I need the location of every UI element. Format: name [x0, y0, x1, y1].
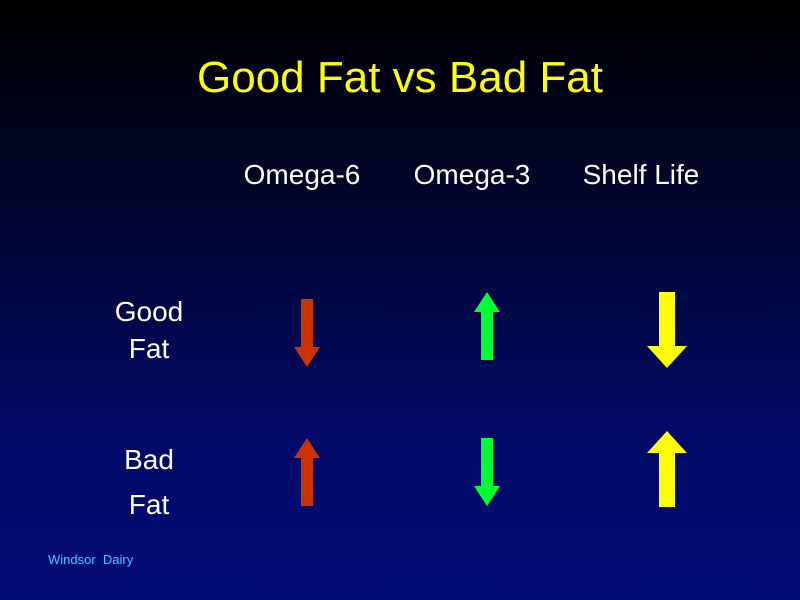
column-header-omega-3: Omega-3 [413, 159, 531, 190]
up-arrow-icon [647, 431, 687, 507]
column-header-shelf-life: Shelf Life [582, 159, 700, 190]
row-label-good: Good [114, 296, 184, 327]
footer-brand: Windsor Dairy [48, 552, 134, 567]
down-arrow-icon [647, 292, 687, 368]
arrow-shape [474, 292, 500, 360]
down-arrow-icon [474, 438, 500, 506]
down-arrow-icon [294, 299, 320, 367]
arrow-shape [647, 431, 687, 507]
arrow-shape [647, 292, 687, 368]
slide-title: Good Fat vs Bad Fat [197, 53, 603, 102]
row-label-good-fat: Good Fat [69, 293, 229, 367]
arrow-shape [294, 438, 320, 506]
row-label-fat: Fat [128, 489, 170, 520]
arrow-shape [474, 438, 500, 506]
row-label-fat: Fat [128, 333, 170, 364]
column-header-omega-6: Omega-6 [243, 159, 361, 190]
row-label-bad-fat: Bad Fat [69, 437, 229, 527]
row-label-bad: Bad [124, 444, 174, 475]
up-arrow-icon [294, 438, 320, 506]
up-arrow-icon [474, 292, 500, 360]
arrow-shape [294, 299, 320, 367]
